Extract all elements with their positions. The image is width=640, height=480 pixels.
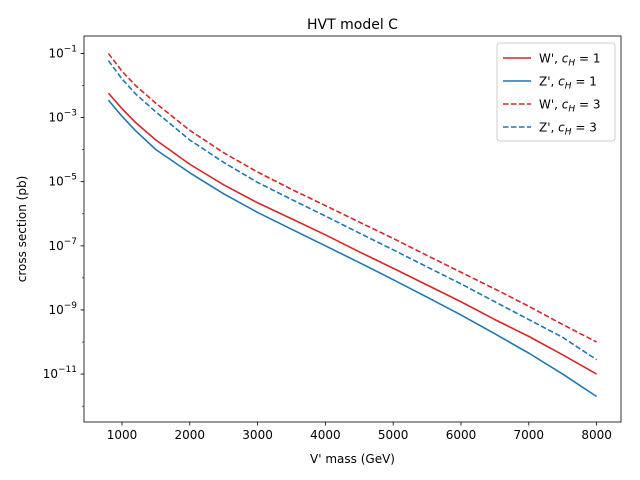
chart-title: HVT model C: [307, 17, 398, 33]
x-tick-label: 8000: [581, 428, 612, 442]
series-line-3: [107, 52, 597, 343]
x-tick-label: 5000: [378, 428, 409, 442]
y-tick-label: 10−1: [48, 44, 77, 60]
x-tick-label: 1000: [107, 428, 138, 442]
plot-frame: [83, 35, 622, 423]
y-axis-label: cross section (pb): [15, 176, 29, 283]
series-line-2: [107, 99, 598, 398]
y-axis: 10−11 10−9 10−7 10−5 10−3 10−1: [43, 44, 84, 407]
series-line-4: [107, 60, 598, 361]
x-axis-label: V' mass (GeV): [310, 452, 395, 466]
legend-label-3: W', cH = 3: [539, 98, 601, 115]
legend-label-2: Z', cH = 1: [539, 75, 597, 92]
legend-label-1: W', cH = 1: [539, 52, 601, 69]
x-tick-label: 4000: [310, 428, 341, 442]
y-tick-label: 10−3: [48, 109, 77, 125]
legend-box: [496, 42, 616, 142]
x-tick-label: 3000: [242, 428, 273, 442]
series-line-1: [107, 92, 597, 375]
y-tick-label: 10−9: [48, 301, 77, 317]
y-tick-label: 10−11: [43, 365, 77, 381]
y-tick-label: 10−7: [48, 237, 77, 253]
x-axis: 1000 2000 3000 4000 5000 6000 7000 8000: [107, 422, 612, 442]
legend-label-4: Z', cH = 3: [539, 121, 597, 138]
series-layer: [107, 52, 598, 398]
legend: W', cH = 1 Z', cH = 1 W', cH = 3 Z', cH = 3: [496, 42, 616, 142]
y-tick-label: 10−5: [48, 173, 77, 189]
x-tick-label: 6000: [446, 428, 477, 442]
x-tick-label: 7000: [514, 428, 545, 442]
x-tick-label: 2000: [174, 428, 205, 442]
